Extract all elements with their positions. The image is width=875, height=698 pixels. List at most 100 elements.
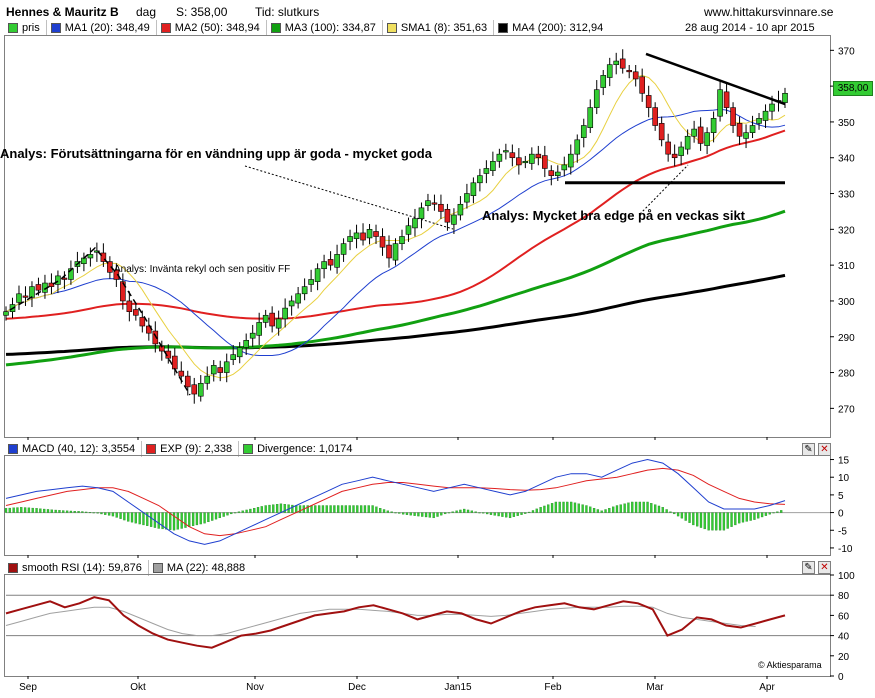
price-ytick-label: 280 — [838, 369, 855, 380]
macd-ytick-label: 5 — [838, 491, 844, 502]
divergence-bar — [554, 501, 558, 513]
candle-body — [743, 132, 749, 139]
annotation-arrow-1 — [244, 165, 454, 230]
divergence-bar — [753, 512, 756, 520]
divergence-bar — [23, 507, 27, 513]
price-ytick-label: 300 — [838, 297, 855, 308]
divergence-bar — [573, 502, 577, 513]
divergence-bar — [310, 505, 313, 513]
divergence-bar — [363, 505, 367, 513]
divergence-bar — [260, 506, 263, 513]
divergence-bar — [443, 512, 447, 515]
divergence-bar — [493, 512, 496, 516]
divergence-bar — [718, 512, 722, 531]
rsi-ytick-label: 60 — [838, 611, 850, 622]
candle-body — [256, 322, 262, 336]
macd-ytick-label: 0 — [838, 509, 844, 520]
divergence-bar — [104, 512, 107, 515]
divergence-bar — [35, 508, 38, 513]
divergence-bar — [390, 511, 393, 513]
divergence-bar — [8, 507, 11, 513]
divergence-bar — [676, 512, 680, 517]
candle-body — [522, 161, 529, 164]
divergence-bar — [264, 505, 267, 513]
rsi-ytick-label: 80 — [838, 591, 850, 602]
divergence-bar — [485, 512, 489, 515]
macd-ytick-label: 10 — [838, 473, 850, 484]
legend-swatch — [8, 444, 18, 454]
candle-body — [301, 286, 308, 295]
divergence-bar — [665, 509, 668, 513]
divergence-bar — [623, 503, 626, 513]
month-label: Okt — [130, 682, 146, 693]
rsi-panel — [4, 574, 831, 677]
divergence-bar — [516, 512, 519, 516]
candle-body — [178, 370, 185, 377]
rsi-line — [5, 596, 786, 649]
rsi-settings-icon[interactable]: ✎ — [802, 561, 815, 574]
divergence-bar — [92, 512, 95, 514]
divergence-bar — [505, 512, 508, 518]
divergence-bar — [314, 505, 317, 513]
month-label: Dec — [348, 682, 366, 693]
divergence-bar — [96, 512, 99, 514]
candle-body — [133, 309, 139, 316]
candle-body — [425, 200, 431, 207]
macd-ytick-label: -5 — [838, 526, 847, 537]
divergence-bar — [520, 512, 523, 515]
candle-body — [451, 214, 457, 225]
divergence-bar — [508, 512, 512, 519]
site-label[interactable]: www.hittakursvinnare.se — [704, 5, 834, 19]
candle-body — [749, 125, 756, 133]
legend-item-rsi-ma: MA (22): 48,888 — [149, 560, 251, 576]
divergence-bar — [470, 510, 474, 513]
legend-swatch — [386, 23, 397, 33]
month-label: Feb — [544, 682, 562, 693]
divergence-bar — [646, 501, 649, 513]
candle-body — [490, 161, 496, 171]
divergence-bar — [413, 512, 416, 516]
divergence-bar — [184, 512, 187, 528]
price-ytick-label: 330 — [838, 190, 855, 201]
divergence-bar — [16, 507, 19, 513]
candle-body — [55, 275, 61, 285]
rsi-ytick-label: 100 — [838, 571, 855, 582]
divergence-bar — [688, 512, 691, 523]
candle-body — [412, 218, 418, 229]
candle-body — [184, 375, 191, 388]
ma3-line — [5, 209, 786, 367]
divergence-bar — [245, 509, 248, 513]
divergence-bar — [570, 501, 573, 513]
rsi-ma-line — [5, 605, 756, 637]
legend-item-divergence: Divergence: 1,0174 — [239, 441, 358, 457]
divergence-bar — [738, 512, 741, 524]
legend-swatch — [270, 23, 281, 33]
candle-body — [107, 261, 113, 273]
divergence-bar — [428, 512, 432, 518]
divergence-bar — [612, 506, 615, 513]
divergence-bar — [340, 505, 344, 513]
candle-body — [678, 146, 684, 156]
divergence-bar — [275, 504, 279, 513]
divergence-bar — [367, 505, 370, 513]
divergence-bar — [81, 511, 84, 513]
candle-body — [392, 243, 399, 261]
price-ytick-label: 340 — [838, 154, 855, 165]
divergence-bar — [142, 512, 145, 526]
month-label: Mar — [646, 682, 664, 693]
annotation-1: Analys: Förutsättningarna för en vändnin… — [0, 146, 432, 161]
candle-body — [503, 150, 509, 153]
candle-body — [691, 128, 697, 137]
divergence-bar — [329, 505, 332, 513]
candle-body — [243, 340, 249, 348]
candle-body — [87, 254, 94, 259]
month-label: Sep — [19, 682, 37, 693]
rsi-close-icon[interactable]: ✕ — [818, 561, 831, 574]
divergence-bar — [749, 512, 752, 521]
divergence-bar — [776, 511, 779, 513]
candle-body — [684, 135, 691, 150]
candle-body — [269, 312, 275, 327]
candle-body — [100, 252, 107, 262]
divergence-bar — [577, 503, 580, 513]
divergence-bar — [474, 511, 477, 513]
